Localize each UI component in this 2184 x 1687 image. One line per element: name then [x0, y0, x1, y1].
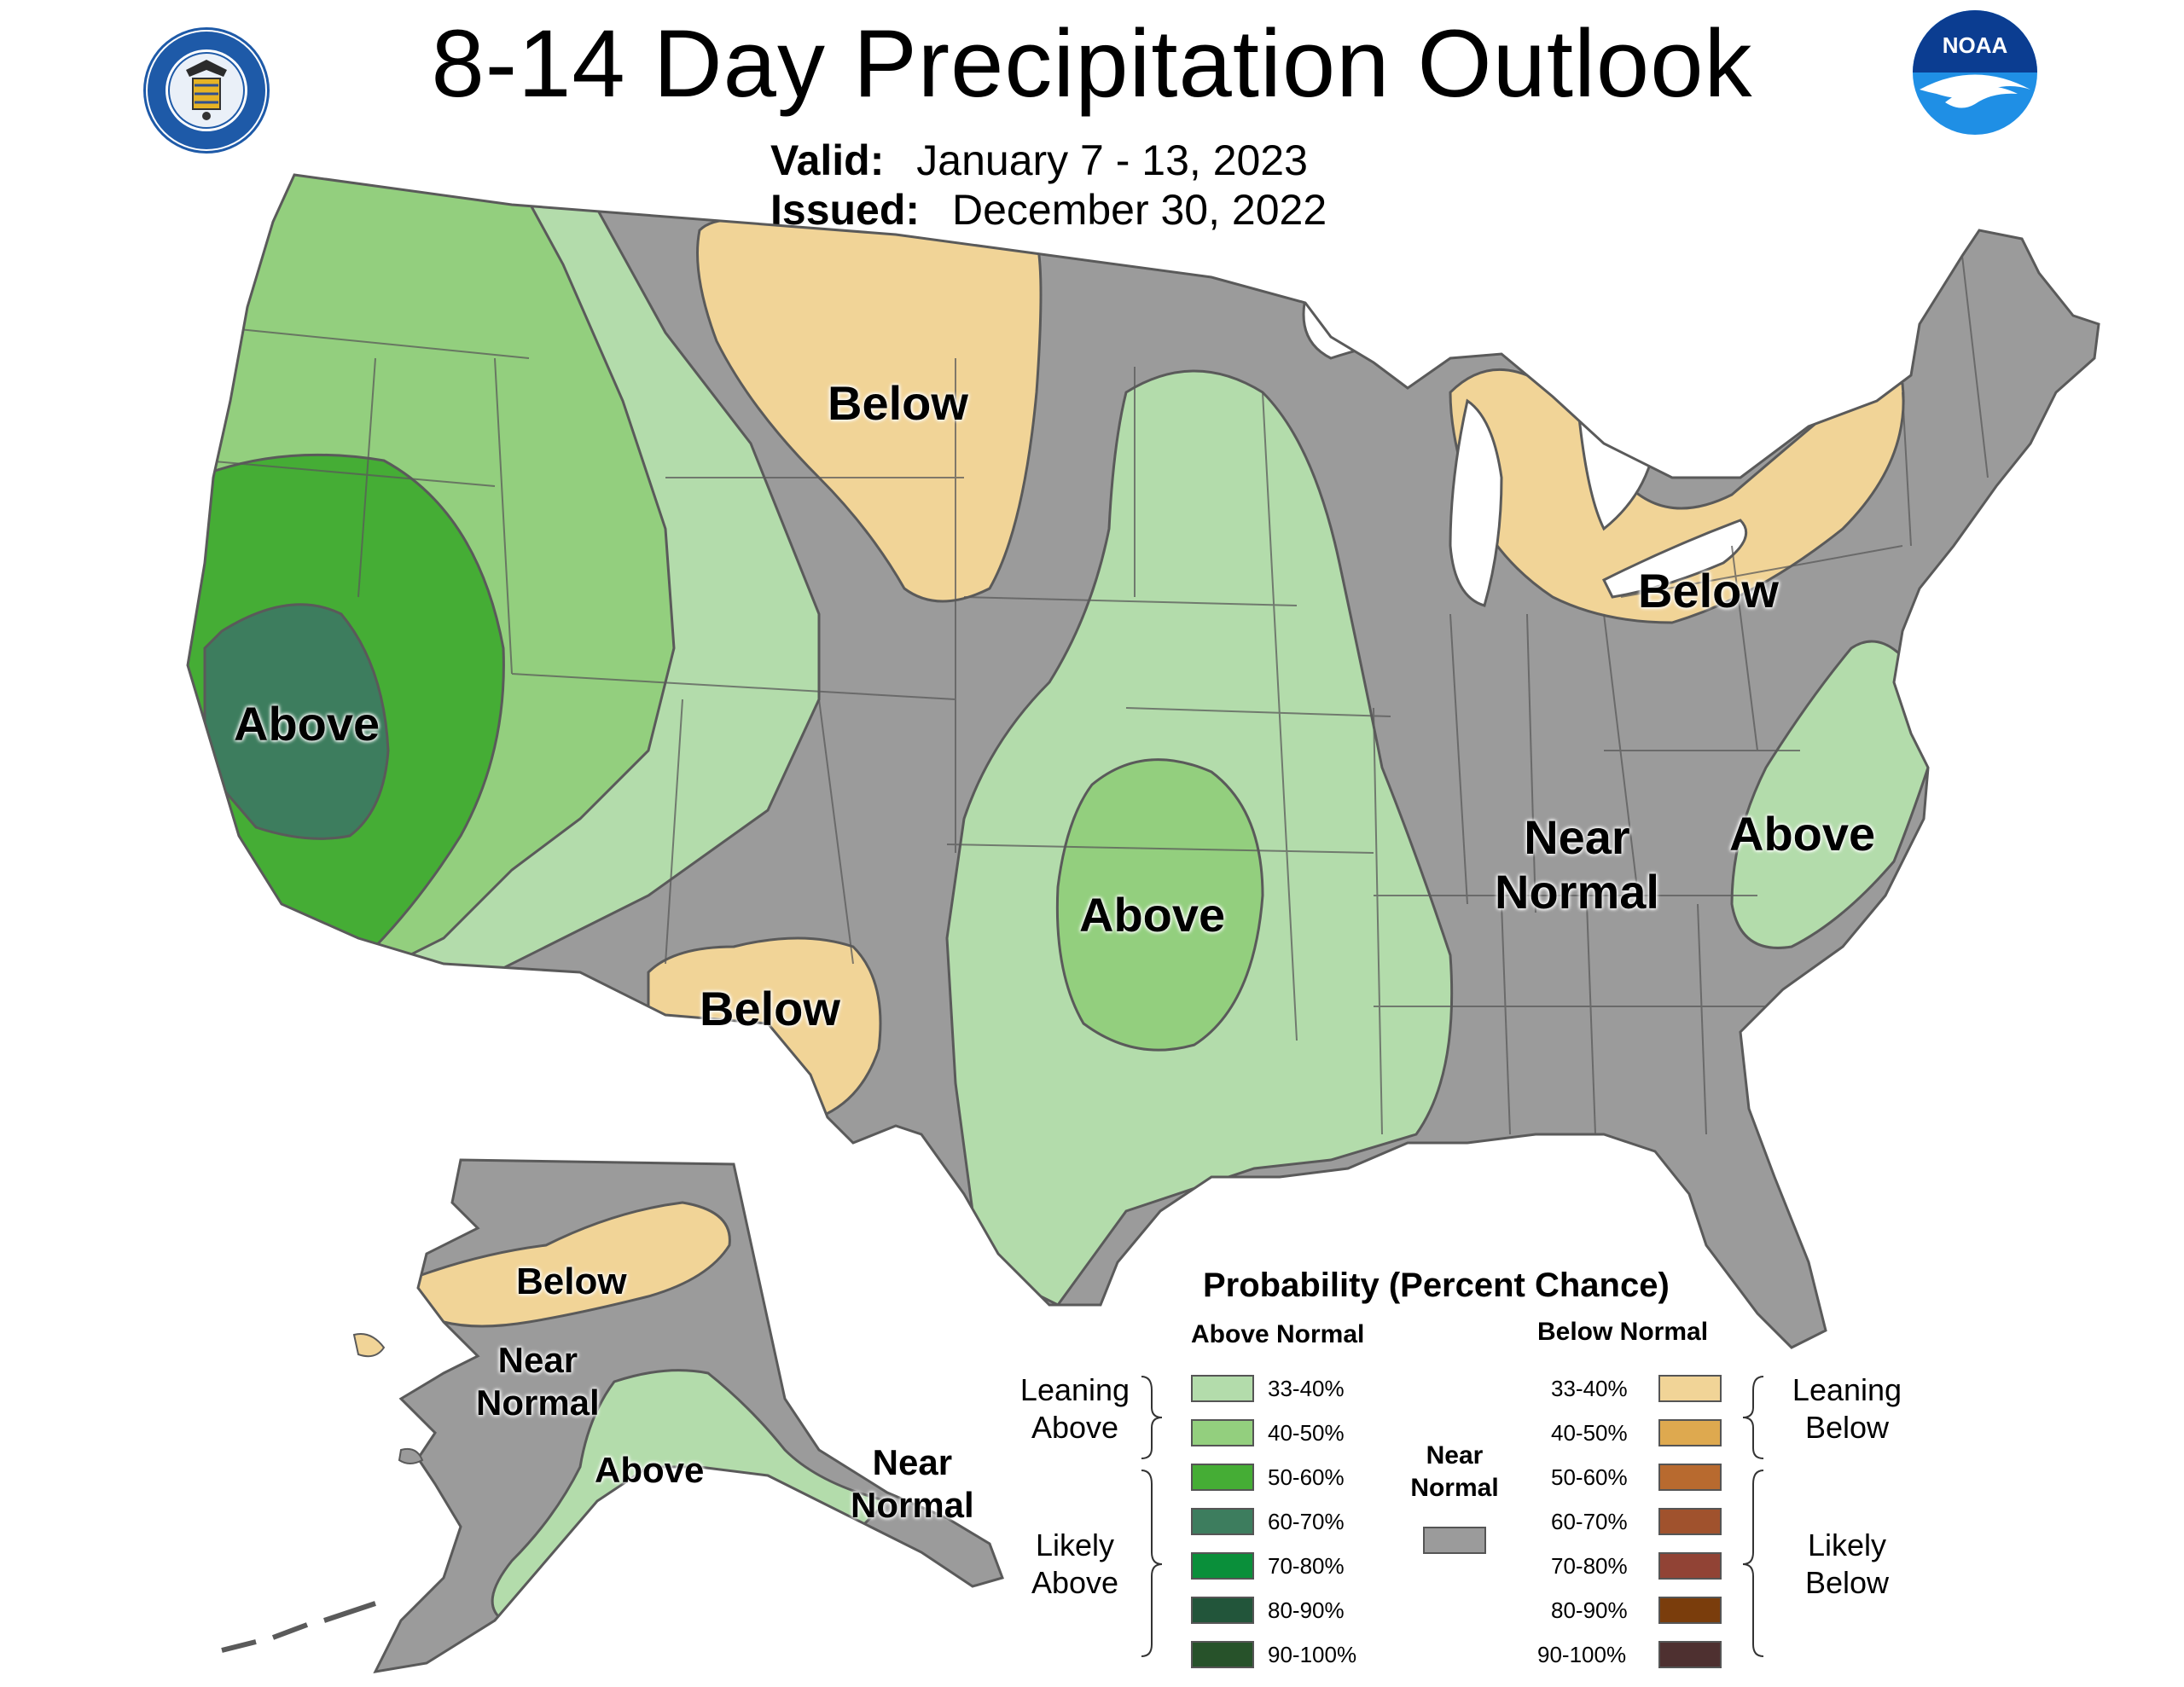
legend-below-swatch — [1658, 1508, 1722, 1535]
aleutian-islands — [221, 1601, 376, 1653]
legend-above-swatch — [1191, 1464, 1254, 1491]
legend-below-swatch — [1658, 1419, 1722, 1446]
valid-row: Valid: January 7 - 13, 2023 — [770, 135, 1308, 186]
legend-leaning-above-line2: Above — [1031, 1410, 1119, 1445]
legend-leaning-above: Leaning Above — [1007, 1371, 1143, 1446]
legend-below-label: 40-50% — [1551, 1420, 1628, 1446]
legend-near-normal-swatch — [1423, 1527, 1486, 1554]
legend-likely-below-line1: Likely — [1807, 1528, 1887, 1562]
legend-title: Probability (Percent Chance) — [1203, 1267, 1670, 1304]
alaska-outline — [373, 1158, 1004, 1673]
legend-above-header: Above Normal — [1191, 1320, 1365, 1348]
label-above-california: Above — [234, 697, 380, 751]
legend-above-swatch — [1191, 1597, 1254, 1624]
label-alaska-near-normal: Near Normal — [476, 1339, 600, 1424]
label-alaska-above: Above — [595, 1450, 705, 1490]
legend-above-swatch — [1191, 1375, 1254, 1402]
legend-below-swatch — [1658, 1552, 1722, 1580]
legend-above-swatch — [1191, 1552, 1254, 1580]
legend-likely-below-line2: Below — [1804, 1565, 1890, 1600]
legend-leaning-below-line1: Leaning — [1792, 1372, 1902, 1407]
legend-above-label: 33-40% — [1268, 1376, 1345, 1401]
legend-near-normal-line2: Normal — [1410, 1474, 1499, 1502]
legend-above-label: 80-90% — [1268, 1597, 1345, 1623]
legend-below-label: 90-100% — [1537, 1642, 1627, 1667]
label-alaska-se-near-normal: Near Normal — [851, 1441, 974, 1527]
legend-likely-above-line1: Likely — [1035, 1528, 1115, 1562]
legend-above-swatch — [1191, 1641, 1254, 1668]
valid-label: Valid: — [770, 136, 885, 184]
alaska-island — [352, 1333, 386, 1358]
legend-below-swatch — [1658, 1641, 1722, 1668]
label-below-great-lakes: Below — [1638, 564, 1779, 617]
legend-above-swatch — [1191, 1508, 1254, 1535]
lake-michigan — [1449, 398, 1503, 607]
legend-above-swatch — [1191, 1419, 1254, 1446]
legend-above-label: 70-80% — [1268, 1553, 1345, 1579]
conus-outline — [186, 173, 2100, 1349]
above-40-50-southern-plains — [1055, 758, 1264, 1052]
valid-value: January 7 - 13, 2023 — [916, 136, 1308, 184]
label-ak-se-near-line2: Normal — [851, 1485, 974, 1525]
lake-superior — [1302, 270, 1463, 360]
legend-below-label: 33-40% — [1551, 1376, 1628, 1401]
alaska-island — [398, 1447, 424, 1464]
lake-erie — [1601, 519, 1748, 599]
legend-below-label: 80-90% — [1551, 1597, 1628, 1623]
label-below-southwest: Below — [700, 982, 840, 1035]
department-of-commerce-seal-icon — [143, 27, 270, 154]
label-near-normal-conus: Near Normal — [1495, 810, 1659, 919]
alaska-below-region — [408, 1201, 731, 1328]
page-title: 8-14 Day Precipitation Outlook — [431, 10, 1753, 117]
legend-above-label: 40-50% — [1268, 1420, 1345, 1446]
legend-likely-above-line2: Above — [1031, 1565, 1119, 1600]
conus-probability-regions — [188, 175, 2099, 1348]
legend-below-label: 60-70% — [1551, 1509, 1628, 1534]
label-above-plains: Above — [1079, 888, 1226, 942]
legend-above-label: 50-60% — [1268, 1464, 1345, 1490]
label-ak-se-near-line1: Near — [872, 1442, 953, 1482]
label-ak-near-line2: Normal — [476, 1383, 600, 1423]
legend-near-normal-line1: Near — [1426, 1441, 1484, 1470]
legend-below-header: Below Normal — [1537, 1318, 1709, 1346]
issued-value: December 30, 2022 — [951, 186, 1327, 234]
legend-below-label: 50-60% — [1551, 1464, 1628, 1490]
legend-near-normal: Near Normal — [1391, 1440, 1519, 1504]
legend-below-label: 70-80% — [1551, 1553, 1628, 1579]
legend-above-label: 60-70% — [1268, 1509, 1345, 1534]
above-60-70-california — [203, 603, 390, 840]
label-ak-near-line1: Near — [497, 1340, 578, 1380]
legend-brace-above — [1141, 1376, 1163, 1657]
legend-below-swatch — [1658, 1464, 1722, 1491]
label-above-southeast: Above — [1729, 807, 1876, 861]
legend-likely-below: Likely Below — [1779, 1527, 1915, 1602]
label-alaska-below: Below — [516, 1261, 627, 1302]
label-below-plains: Below — [828, 376, 968, 430]
legend-likely-above: Likely Above — [1007, 1527, 1143, 1602]
legend-below-swatch — [1658, 1375, 1722, 1402]
noaa-logo-text: NOAA — [1943, 32, 2008, 58]
label-near-normal-line1: Near — [1524, 810, 1630, 864]
legend-below-swatch — [1658, 1597, 1722, 1624]
legend-brace-below — [1742, 1376, 1764, 1657]
noaa-logo-icon: NOAA — [1913, 10, 2037, 135]
legend-above-label: 90-100% — [1268, 1642, 1357, 1667]
label-near-normal-line2: Normal — [1495, 865, 1659, 919]
state-borders — [204, 255, 1989, 1135]
alaska-probability-regions — [375, 1160, 1002, 1672]
legend-leaning-below-line2: Below — [1804, 1410, 1890, 1445]
legend-leaning-below: Leaning Below — [1779, 1371, 1915, 1446]
legend-leaning-above-line1: Leaning — [1019, 1372, 1130, 1407]
